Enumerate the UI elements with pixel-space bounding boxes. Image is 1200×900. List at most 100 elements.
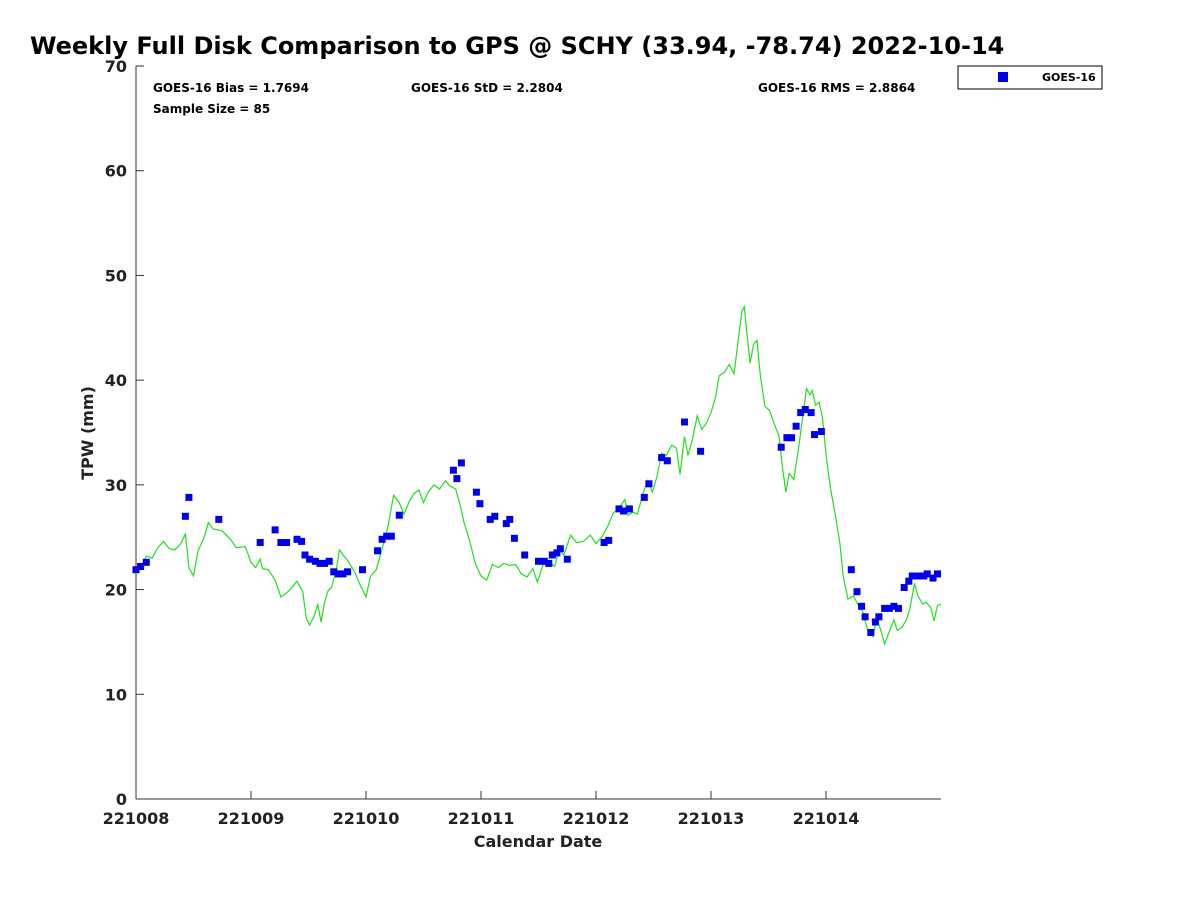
goes16-point [472, 488, 480, 496]
y-tick-label: 10 [105, 685, 127, 704]
goes16-point [556, 545, 564, 553]
goes16-point [256, 539, 264, 546]
goes16-point [908, 572, 916, 580]
goes16-point [383, 532, 391, 540]
rms-stat: GOES-16 RMS = 2.8864 [758, 81, 915, 95]
goes16-point [620, 507, 628, 515]
y-tick-label: 0 [116, 790, 127, 809]
goes16-point [545, 559, 553, 567]
goes16-point [875, 613, 883, 621]
x-axis-label: Calendar Date [474, 832, 603, 851]
goes16-point [339, 570, 347, 578]
goes16-point [890, 602, 898, 610]
x-tick-label: 221010 [333, 809, 400, 828]
sample-size-stat: Sample Size = 85 [153, 102, 270, 116]
goes16-point [934, 570, 941, 578]
goes16-point [359, 566, 366, 574]
goes16-point [506, 515, 514, 523]
goes16-point [563, 555, 571, 563]
goes16-point [658, 454, 666, 462]
goes16-point [316, 559, 324, 567]
goes16-point [895, 604, 902, 612]
goes16-point [847, 566, 855, 574]
goes16-point [553, 549, 561, 557]
goes16-point [334, 570, 342, 578]
goes16-point [605, 536, 613, 544]
y-tick-label: 40 [105, 371, 127, 390]
goes16-point [215, 515, 223, 523]
goes16-point [476, 500, 484, 508]
goes16-point [885, 604, 893, 612]
y-tick-label: 60 [105, 162, 127, 181]
axes: 0 10 20 30 40 50 60 70 221008 221009 221010 221011 2… [103, 57, 941, 828]
goes16-point [807, 409, 815, 417]
goes16-point [449, 466, 457, 474]
goes16-point [491, 512, 499, 520]
goes16-point [853, 588, 861, 596]
goes16-point [486, 515, 494, 523]
goes16-point [858, 602, 866, 610]
goes16-point [929, 574, 937, 582]
goes16-point [923, 570, 931, 578]
goes16-point [502, 520, 510, 528]
goes16-point [697, 447, 705, 455]
legend-box [957, 65, 1103, 90]
goes16-point [548, 551, 556, 559]
goes16-point [510, 534, 518, 542]
x-tick-label: 221013 [678, 809, 745, 828]
legend: GOES-16 [957, 65, 1103, 90]
goes16-point [867, 629, 875, 636]
goes16-point [915, 572, 923, 580]
goes16-point [137, 563, 145, 570]
goes16-point [681, 418, 688, 426]
y-tick-label: 30 [105, 476, 127, 495]
goes16-point [861, 613, 869, 621]
goes16-point [325, 557, 333, 565]
goes16-point [645, 480, 653, 488]
goes16-point [185, 493, 193, 501]
goes16-point [535, 557, 542, 565]
goes16-point [387, 532, 395, 540]
goes16-point [521, 551, 529, 559]
goes16-point [298, 537, 306, 545]
goes16-point [600, 539, 608, 546]
goes16-point [374, 547, 381, 555]
y-axis-label: TPW (mm) [78, 386, 97, 480]
goes16-point [625, 505, 633, 513]
goes16-point [811, 431, 818, 439]
stats-block: GOES-16 Bias = 1.7694 GOES-16 StD = 2.28… [153, 81, 915, 116]
std-stat: GOES-16 StD = 2.2804 [411, 81, 563, 95]
goes16-point [797, 409, 805, 417]
legend-marker [998, 72, 1008, 82]
goes16-point [330, 568, 338, 576]
goes16-point [453, 475, 461, 483]
goes16-point [640, 493, 648, 501]
goes16-point [783, 434, 791, 442]
goes16-point [457, 459, 465, 467]
x-tick-label: 221012 [563, 809, 630, 828]
goes16-point [301, 551, 309, 559]
x-tick-label: 221014 [793, 809, 860, 828]
goes16-point [777, 443, 785, 451]
goes16-point [871, 618, 879, 626]
goes16-point [540, 557, 548, 565]
goes16-point [792, 422, 800, 430]
gps-line [135, 304, 942, 646]
goes16-point [801, 406, 809, 413]
goes16-point [378, 535, 386, 543]
goes16-point [817, 428, 825, 435]
goes16-point [271, 526, 279, 534]
goes16-point [788, 434, 795, 442]
y-tick-label: 20 [105, 581, 127, 600]
goes16-point [142, 558, 150, 566]
goes16-point [293, 535, 301, 543]
goes16-point [344, 568, 352, 576]
goes16-point [881, 604, 889, 612]
x-tick-label: 221008 [103, 809, 170, 828]
goes16-point [663, 457, 671, 465]
y-tick-label: 70 [105, 57, 127, 76]
goes16-point [900, 584, 908, 591]
legend-label: GOES-16 [1042, 71, 1096, 84]
